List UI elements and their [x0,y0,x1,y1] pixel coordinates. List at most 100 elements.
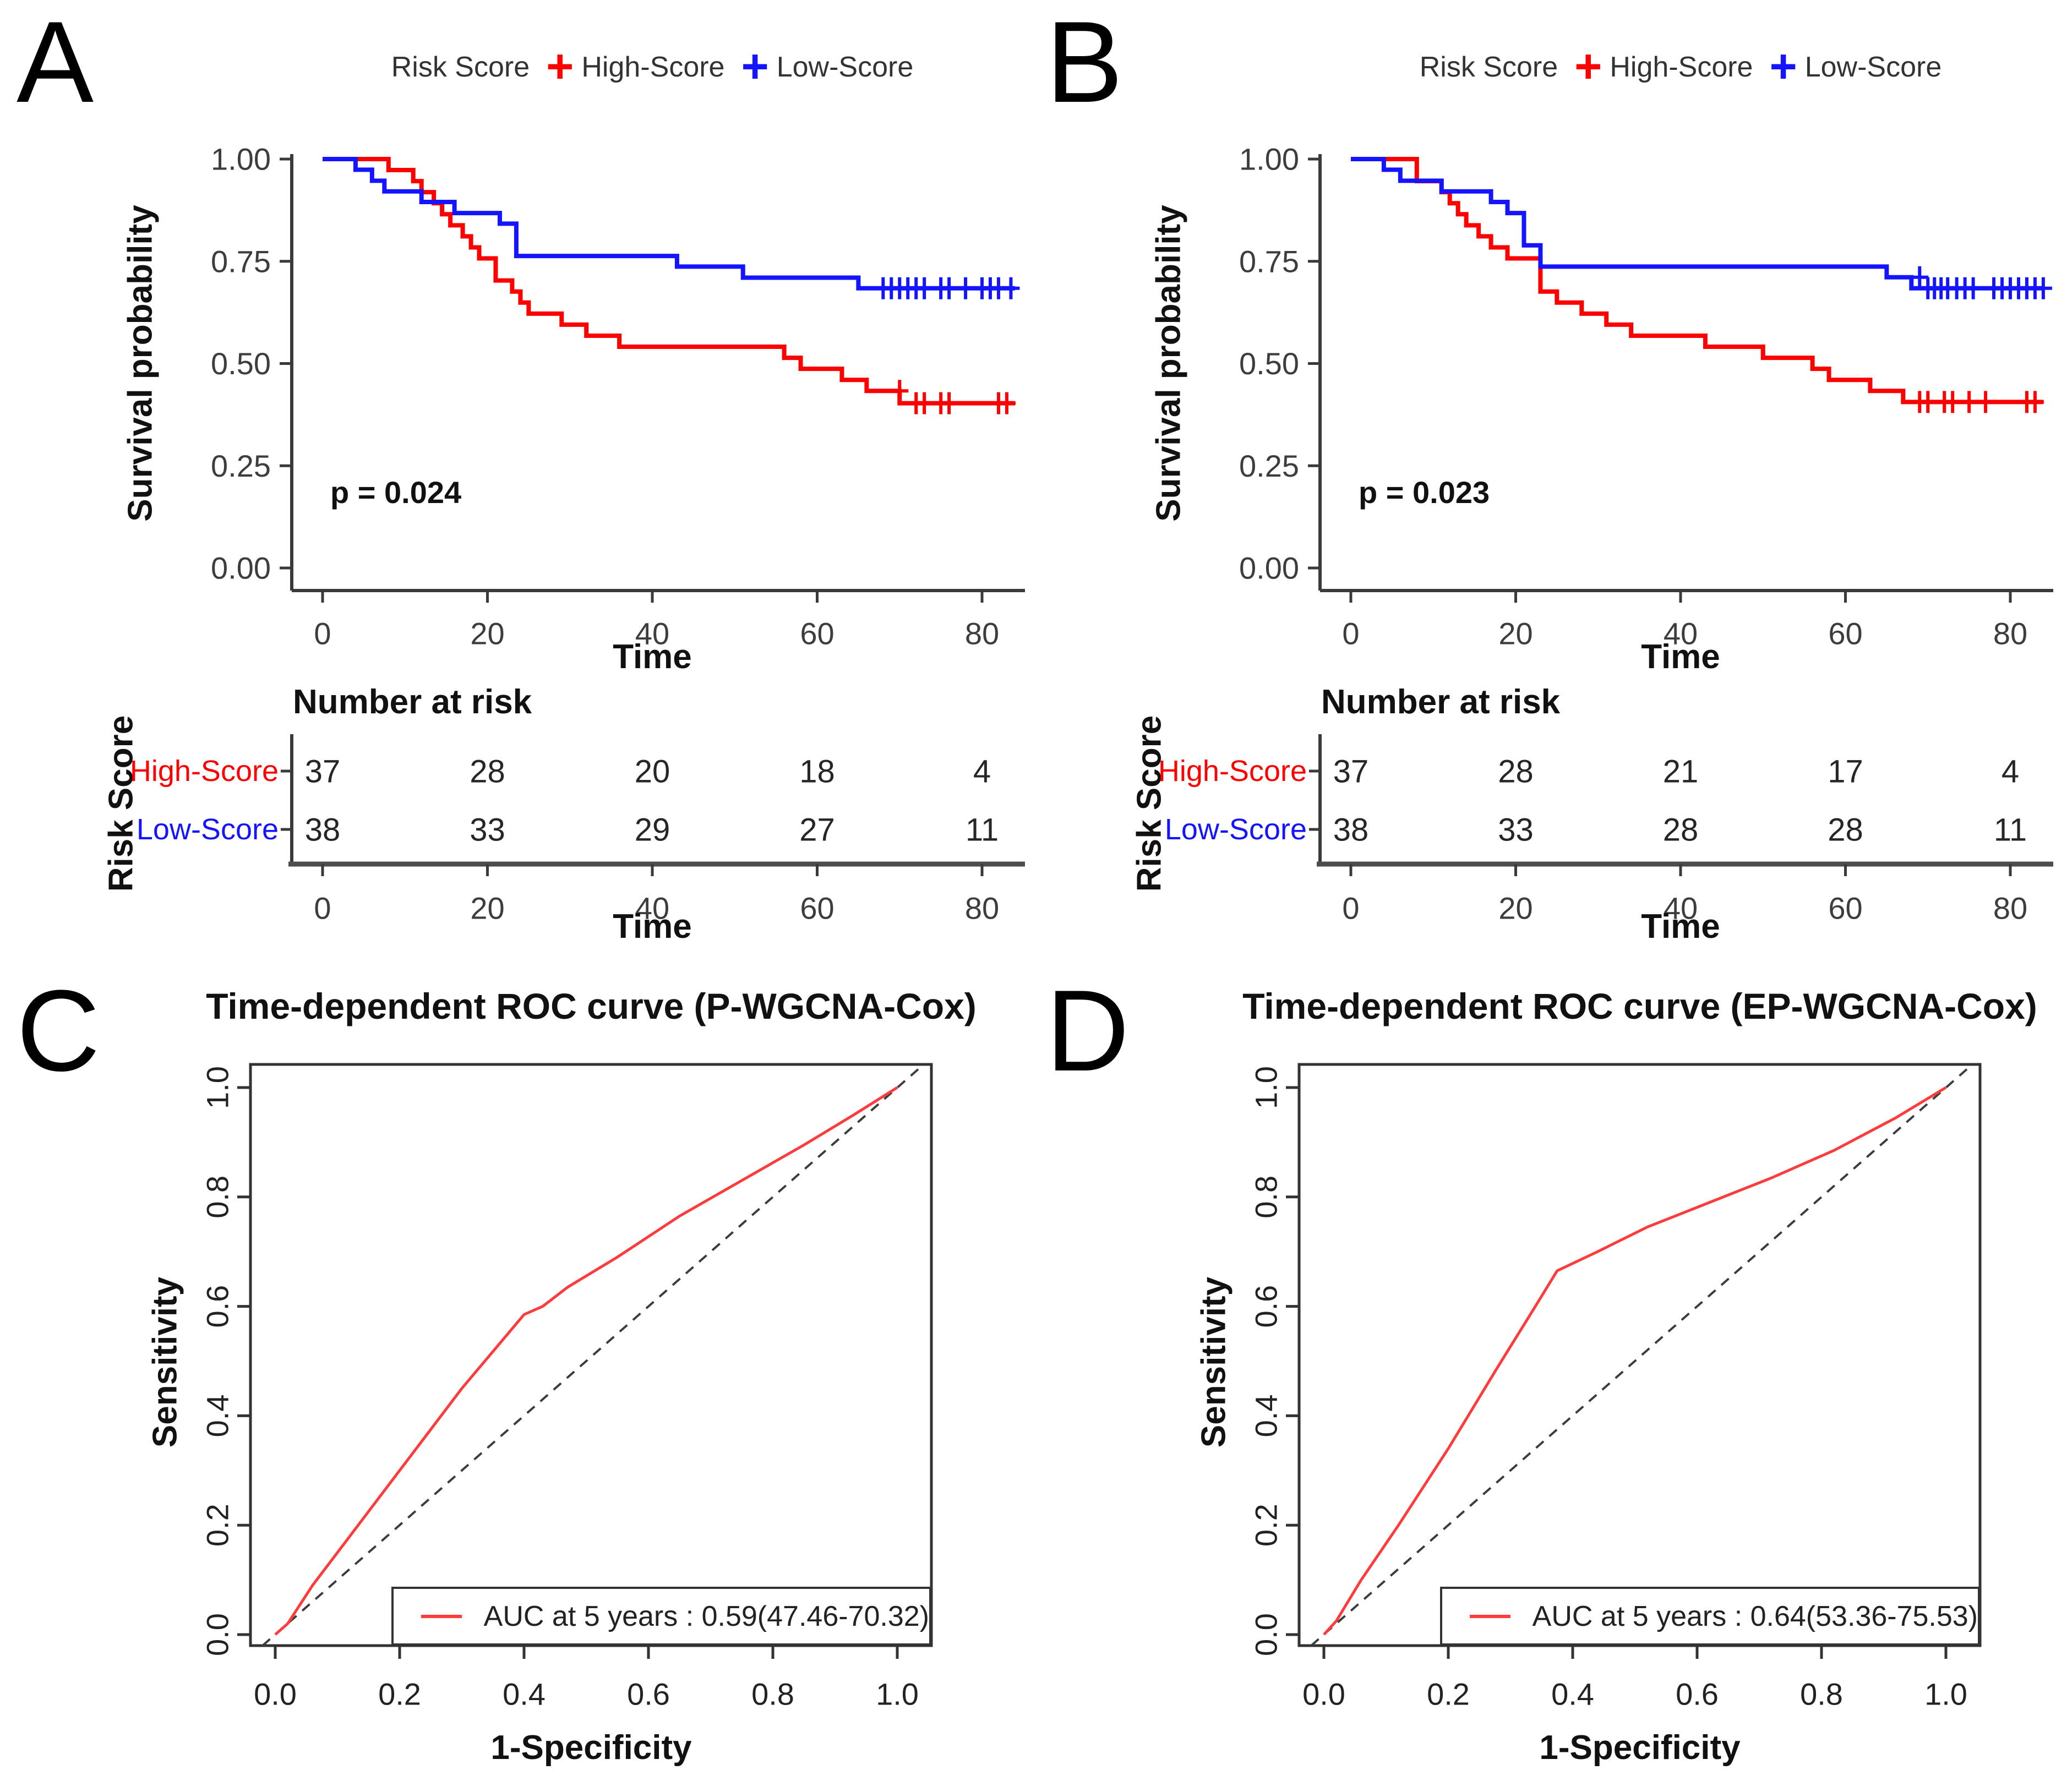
risk-row-label-low-A: Low-Score [136,813,279,846]
roc-title-D: Time-dependent ROC curve (EP-WGCNA-Cox) [1242,986,2037,1026]
y-tick-label: 1.0 [200,1066,235,1109]
risk-table-x-label-B: Time [1641,908,1720,946]
risk-table-A: 0 20 40 60 80 37 28 20 18 4 38 33 29 27 11 [281,734,1025,926]
y-tick-label: 0.4 [1249,1394,1284,1437]
x-tick-label: 0.8 [1800,1677,1843,1712]
roc-legend-line [1470,1614,1510,1618]
y-tick-label: 1.0 [1249,1066,1284,1109]
legend-item-low: + Low-Score [1769,40,1942,94]
x-tick-label: 80 [965,891,999,926]
x-tick-label: 40 [635,891,669,926]
x-tick-label: 40 [1664,891,1698,926]
x-tick-label: 40 [635,616,669,651]
risk-count: 20 [635,753,670,789]
panel-letter-D: D [1046,966,1130,1095]
plot-box [1297,1063,1982,1647]
x-tick-label: 0.6 [1676,1677,1719,1712]
x-tick-label: 60 [1828,616,1862,651]
roc-curve [1323,1086,1947,1636]
y-tick-label: 0.00 [211,551,271,586]
legend-title: Risk Score [1419,51,1558,83]
risk-count: 33 [1498,812,1534,848]
y-tick-label: 0.2 [1249,1504,1284,1547]
risk-count: 28 [1828,812,1863,848]
legend-item-high: + High-Score [546,40,724,94]
risk-table-x-label-A: Time [613,908,692,946]
x-tick-label: 80 [1993,616,2027,651]
risk-count: 4 [2002,753,2019,789]
y-tick-label: 0.75 [1239,244,1299,278]
x-tick-label: 1.0 [876,1677,919,1712]
roc-plot-D: 0.0 0.0 0.2 0.2 0.4 0.4 0.6 0.6 0.8 0.8 1.0 1.0 [1249,1063,1982,1712]
risk-count: 21 [1663,753,1699,789]
y-tick-label: 0.0 [200,1613,235,1656]
risk-table-title-A: Number at risk [293,683,532,721]
legend-label-low: Low-Score [1804,51,1942,83]
censor-plus-icon: + [741,40,769,94]
legend-item-high: + High-Score [1574,43,1753,91]
x-tick-label: 20 [470,891,504,926]
risk-count: 37 [1333,753,1369,789]
x-tick-label: 0 [314,616,331,651]
risk-count: 38 [1333,812,1369,848]
risk-count: 11 [966,812,999,848]
x-tick-label: 1.0 [1924,1677,1967,1712]
x-axis-label-C: 1-Specificity [490,1729,692,1767]
y-tick-label: 0.50 [1239,346,1299,381]
panel-letter-C: C [17,966,100,1095]
legend-item-low: + Low-Score [741,40,914,94]
x-tick-label: 0.4 [1551,1677,1594,1712]
km-legend-A: Risk Score + High-Score + Low-Score [391,40,914,94]
x-tick-label: 0.2 [1427,1677,1470,1712]
x-tick-label: 0.2 [378,1677,421,1712]
roc-legend-label: AUC at 5 years : 0.59(47.46-70.32) [483,1600,929,1632]
x-tick-label: 60 [800,891,834,926]
risk-count: 29 [635,812,670,848]
legend-label-high: High-Score [1610,51,1753,83]
x-tick-label: 80 [1993,891,2027,926]
x-tick-label: 40 [1664,616,1698,651]
y-tick-label: 0.00 [1239,551,1299,586]
x-tick-label: 0.4 [503,1677,546,1712]
x-tick-label: 80 [965,616,999,651]
x-axis-label-A: Time [613,638,692,676]
x-tick-label: 0 [314,891,331,926]
risk-table-title-B: Number at risk [1321,683,1561,721]
y-tick-label: 0.25 [1239,449,1299,483]
risk-count: 17 [1828,753,1863,789]
x-tick-label: 0.0 [1302,1677,1345,1712]
y-tick-label: 0.2 [200,1504,235,1547]
legend-label-low: Low-Score [776,51,914,83]
km-curve-low-score [1351,157,2043,291]
x-tick-label: 0.8 [751,1677,794,1712]
km-curve-high-score [323,157,1015,406]
panel-letter-B: B [1046,0,1124,127]
km-plot-B: 0.00 0.25 0.50 0.75 1.00 0 20 40 60 80 [1239,142,2053,651]
y-tick-label: 0.6 [1249,1285,1284,1328]
censor-plus-icon: + [546,40,574,94]
x-tick-label: 0.6 [627,1677,670,1712]
diagonal-reference-line [261,1063,925,1647]
y-tick-label: 0.4 [200,1394,235,1437]
roc-auc-legend-C: AUC at 5 years : 0.59(47.46-70.32) [391,1587,931,1646]
roc-auc-legend-D: AUC at 5 years : 0.64(53.36-75.53) [1440,1587,1980,1646]
risk-count: 28 [470,753,505,789]
plot-box [249,1063,933,1647]
risk-count: 37 [305,753,341,789]
y-tick-label: 0.75 [211,244,271,278]
risk-count: 38 [305,812,341,848]
x-tick-label: 20 [1498,891,1533,926]
risk-count: 11 [1994,812,2027,848]
y-tick-label: 0.6 [200,1285,235,1328]
x-tick-label: 60 [1828,891,1862,926]
y-tick-label: 0.8 [200,1176,235,1219]
roc-title-C: Time-dependent ROC curve (P-WGCNA-Cox) [206,986,977,1026]
legend-title: Risk Score [391,51,530,83]
censor-plus-icon: + [1769,40,1797,94]
roc-legend-label: AUC at 5 years : 0.64(53.36-75.53) [1532,1600,1978,1632]
y-tick-label: 1.00 [1239,142,1299,177]
km-curve-low-score [323,157,1015,291]
x-tick-label: 20 [470,616,504,651]
diagonal-reference-line [1310,1063,1973,1647]
x-axis-label-B: Time [1641,638,1720,676]
